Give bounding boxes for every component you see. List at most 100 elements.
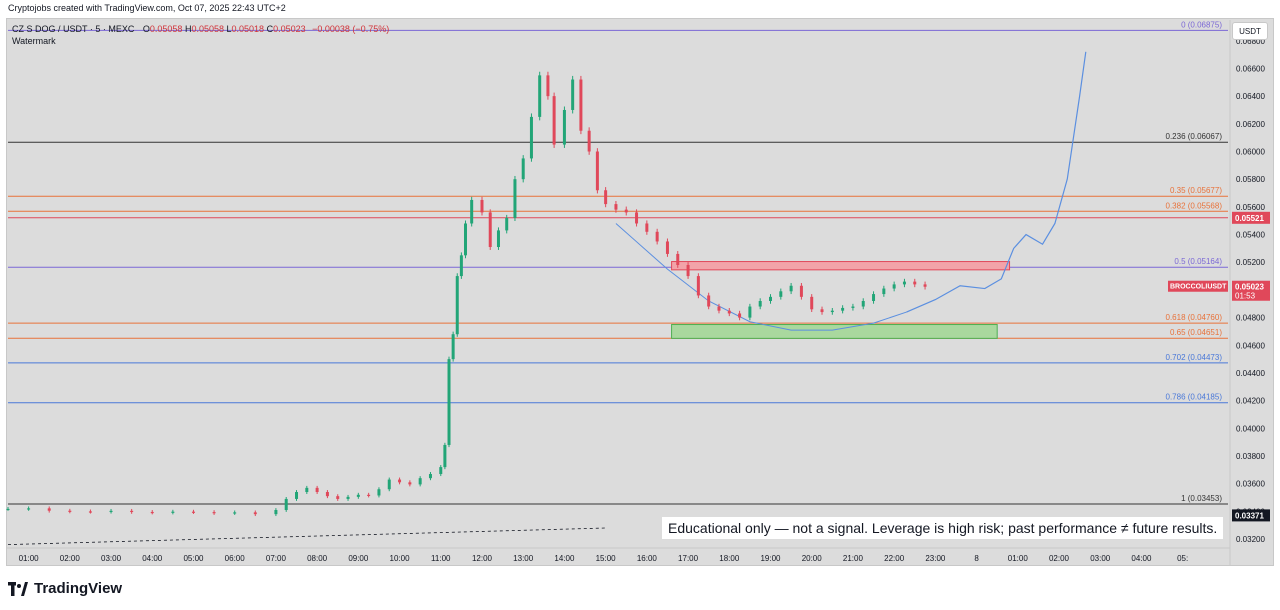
- y-tick-label-0: 0.06800: [1236, 37, 1265, 46]
- candle-body-32: [451, 334, 455, 360]
- x-tick-label-2: 03:00: [101, 554, 122, 563]
- x-tick-label-8: 09:00: [348, 554, 369, 563]
- low-label: L: [226, 24, 232, 34]
- candle-body-43: [529, 116, 533, 159]
- candle-body-53: [614, 204, 618, 210]
- disclaimer-note: Educational only — not a signal. Leverag…: [662, 517, 1224, 539]
- fib-label-0.618: 0.618 (0.04760): [1166, 313, 1223, 322]
- candle-body-74: [830, 310, 834, 313]
- x-tick-label-16: 17:00: [678, 554, 699, 563]
- fib-label-0.35: 0.35 (0.05677): [1170, 186, 1222, 195]
- candle-body-49: [579, 79, 583, 131]
- candle-body-3: [68, 510, 72, 512]
- candle-body-82: [913, 281, 917, 285]
- current-symbol-tag: BROCCOLIUSDT: [1170, 284, 1227, 291]
- candle-body-27: [418, 478, 422, 485]
- candle-body-68: [769, 296, 772, 301]
- candle-body-78: [872, 294, 876, 301]
- current-symbol-tag-bg: [1168, 280, 1228, 292]
- candle-body-62: [707, 295, 711, 307]
- y-tick-label-8: 0.05200: [1236, 258, 1265, 267]
- x-tick-label-27: 04:00: [1131, 554, 1152, 563]
- candle-body-25: [398, 479, 402, 483]
- fib-label-0.702: 0.702 (0.04473): [1166, 353, 1223, 362]
- candle-body-5: [109, 510, 113, 513]
- candle-body-16: [305, 487, 309, 493]
- candle-body-63: [717, 306, 721, 311]
- candle-body-80: [892, 284, 896, 289]
- candle-body-55: [635, 212, 639, 224]
- brand-name: TradingView: [34, 580, 123, 597]
- x-tick-label-0: 01:00: [19, 554, 40, 563]
- fib-label-0.65: 0.65 (0.04651): [1170, 328, 1222, 337]
- price-tag-bg-0: [1232, 211, 1270, 224]
- candle-body-30: [443, 444, 447, 468]
- x-tick-label-9: 10:00: [390, 554, 411, 563]
- candle-body-76: [851, 306, 855, 308]
- candle-body-59: [676, 253, 680, 266]
- support-zone: [671, 324, 998, 339]
- candle-body-29: [439, 467, 443, 475]
- brand-footer[interactable]: TradingView: [8, 580, 122, 597]
- candle-body-41: [513, 179, 517, 218]
- y-tick-label-18: 0.03200: [1236, 535, 1265, 544]
- candle-body-37: [480, 199, 484, 213]
- candle-body-44: [538, 75, 542, 117]
- candle-body-65: [738, 313, 742, 318]
- candle-body-72: [810, 296, 814, 310]
- candle-body-56: [645, 223, 649, 232]
- price-tag-bg-1: [1232, 509, 1270, 522]
- y-tick-label-10: 0.04800: [1236, 314, 1265, 323]
- symbol-legend[interactable]: CZ S DOG / USDT · 5 · MEXC O0.05058 H0.0…: [12, 24, 389, 34]
- candle-body-15: [295, 492, 299, 499]
- fib-label-1: 1 (0.03453): [1181, 494, 1222, 503]
- y-tick-label-16: 0.03600: [1236, 480, 1265, 489]
- candle-body-28: [428, 474, 432, 479]
- candle-body-71: [799, 285, 803, 297]
- candle-body-77: [861, 300, 865, 307]
- candle-body-47: [562, 109, 566, 145]
- x-tick-label-6: 07:00: [266, 554, 287, 563]
- fib-label-0: 0 (0.06875): [1181, 20, 1222, 29]
- candle-body-67: [758, 300, 762, 307]
- x-tick-label-25: 02:00: [1049, 554, 1070, 563]
- x-tick-label-19: 20:00: [802, 554, 823, 563]
- x-tick-label-20: 21:00: [843, 554, 864, 563]
- candle-body-17: [315, 487, 319, 493]
- candle-body-64: [727, 310, 731, 314]
- dashed-baseline: [7, 527, 606, 546]
- change-value: −0.00038 (−0.75%): [312, 24, 390, 34]
- candle-body-83: [923, 284, 927, 287]
- current-price-tag-bg: [1232, 280, 1270, 301]
- candle-body-20: [346, 496, 350, 499]
- x-tick-label-7: 08:00: [307, 554, 328, 563]
- x-tick-label-24: 01:00: [1008, 554, 1029, 563]
- y-tick-label-15: 0.03800: [1236, 452, 1265, 461]
- candle-body-8: [171, 511, 175, 513]
- candle-body-35: [464, 223, 467, 256]
- projection-curve: [906, 51, 1087, 313]
- candle-body-1: [27, 508, 31, 510]
- x-tick-label-10: 11:00: [431, 554, 451, 563]
- fib-label-0.382: 0.382 (0.05568): [1166, 201, 1223, 210]
- symbol-name: CZ S DOG / USDT · 5 · MEXC: [12, 24, 135, 34]
- chart-credit: Cryptojobs created with TradingView.com,…: [8, 3, 286, 13]
- current-price-countdown: 01:53: [1235, 292, 1256, 301]
- candle-body-21: [356, 494, 360, 497]
- ohlc-values: O0.05058 H0.05058 L0.05018 C0.05023 −0.0…: [143, 24, 389, 34]
- y-tick-label-3: 0.06200: [1236, 120, 1265, 129]
- candle-body-11: [233, 512, 237, 514]
- candle-body-48: [571, 79, 575, 110]
- candle-body-60: [686, 265, 690, 277]
- high-value: 0.05058: [191, 24, 224, 34]
- candle-body-38: [488, 212, 492, 248]
- candle-body-10: [212, 512, 216, 514]
- currency-button[interactable]: USDT: [1232, 22, 1268, 40]
- candle-body-34: [459, 255, 463, 277]
- y-tick-label-6: 0.05600: [1236, 203, 1265, 212]
- low-value: 0.05018: [231, 24, 265, 34]
- candle-body-23: [377, 489, 381, 496]
- chart-panel[interactable]: [6, 18, 1274, 566]
- x-tick-label-11: 12:00: [472, 554, 493, 563]
